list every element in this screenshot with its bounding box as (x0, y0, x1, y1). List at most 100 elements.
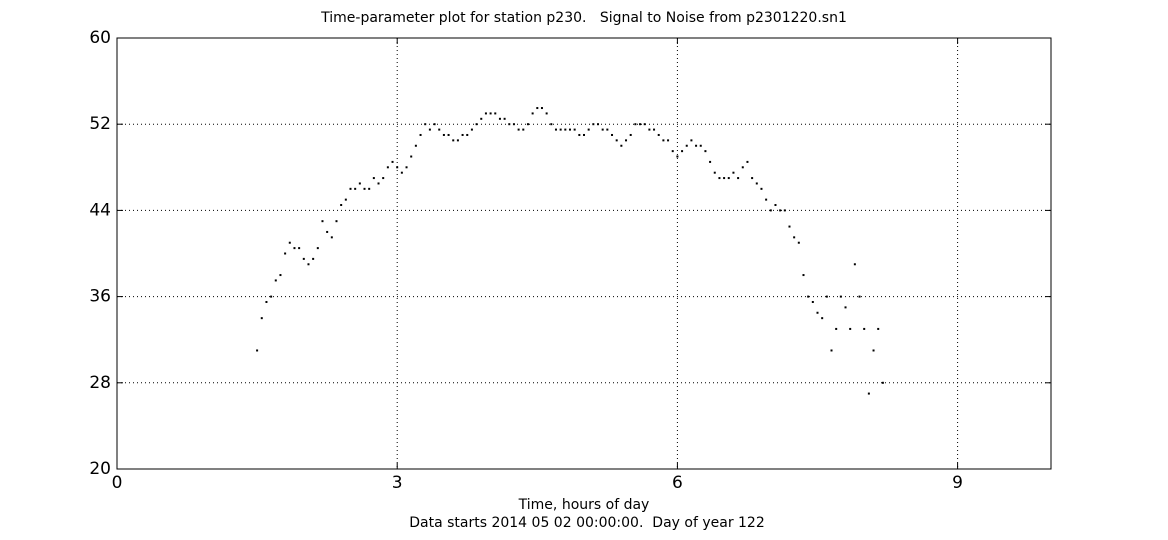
point (601, 128, 604, 131)
point (256, 349, 259, 352)
point (508, 123, 511, 126)
point (512, 123, 515, 126)
y-tick-label: 60 (89, 28, 111, 48)
point (643, 123, 646, 126)
point (578, 133, 581, 136)
point (550, 123, 553, 126)
point (260, 317, 263, 320)
point (545, 112, 548, 115)
point (312, 257, 315, 260)
point (447, 133, 450, 136)
point (676, 155, 679, 158)
point (802, 274, 805, 277)
y-tick-label: 44 (89, 200, 111, 220)
point (396, 166, 399, 169)
point (816, 311, 819, 314)
point (414, 144, 417, 147)
point (779, 209, 782, 212)
point (307, 263, 310, 266)
point (279, 274, 282, 277)
point (298, 247, 301, 250)
point (554, 128, 557, 131)
point (662, 139, 665, 142)
x-tick-label: 9 (952, 473, 963, 493)
point (438, 128, 441, 131)
point (503, 117, 506, 120)
point (349, 187, 352, 190)
point (741, 166, 744, 169)
point (732, 171, 735, 174)
point (270, 295, 273, 298)
point (667, 139, 670, 142)
point (293, 247, 296, 250)
point (391, 160, 394, 163)
point (783, 209, 786, 212)
point (587, 128, 590, 131)
point (526, 123, 529, 126)
point (625, 139, 628, 142)
point (274, 279, 277, 282)
point (344, 198, 347, 201)
point (830, 349, 833, 352)
point (821, 317, 824, 320)
point (807, 295, 810, 298)
point (863, 327, 866, 330)
point (769, 209, 772, 212)
point (484, 112, 487, 115)
point (849, 327, 852, 330)
point (288, 241, 291, 244)
point (494, 112, 497, 115)
point (583, 133, 585, 136)
point (302, 257, 305, 260)
x-tick-label: 3 (392, 473, 403, 493)
point (760, 187, 763, 190)
point (737, 177, 740, 180)
point (419, 133, 422, 136)
point (839, 295, 842, 298)
point (536, 107, 539, 110)
point (531, 112, 534, 115)
point (321, 220, 324, 223)
point (456, 139, 459, 142)
point (480, 117, 483, 120)
point (872, 349, 875, 352)
point (522, 128, 525, 131)
point (657, 133, 660, 136)
point (461, 133, 464, 136)
point (844, 306, 847, 309)
point (648, 128, 651, 131)
point (363, 187, 366, 190)
point (540, 107, 543, 110)
point (774, 204, 777, 207)
point (452, 139, 455, 142)
point (746, 160, 749, 163)
point (559, 128, 562, 131)
y-tick-label: 28 (89, 373, 111, 393)
point (265, 300, 268, 303)
point (653, 128, 656, 131)
point (368, 187, 371, 190)
point (797, 241, 800, 244)
point (382, 177, 385, 180)
point (751, 177, 754, 180)
point (326, 230, 329, 233)
point (400, 171, 403, 174)
point (881, 381, 884, 384)
point (489, 112, 492, 115)
point (811, 300, 814, 303)
point (433, 123, 436, 126)
point (877, 327, 880, 330)
point (858, 295, 861, 298)
point (611, 133, 614, 136)
point (639, 123, 642, 126)
point (825, 295, 828, 298)
point (340, 204, 343, 207)
point (568, 128, 571, 131)
point (354, 187, 357, 190)
point (853, 263, 856, 266)
point (372, 177, 375, 180)
point (597, 123, 600, 126)
point (475, 123, 478, 126)
point (615, 139, 618, 142)
